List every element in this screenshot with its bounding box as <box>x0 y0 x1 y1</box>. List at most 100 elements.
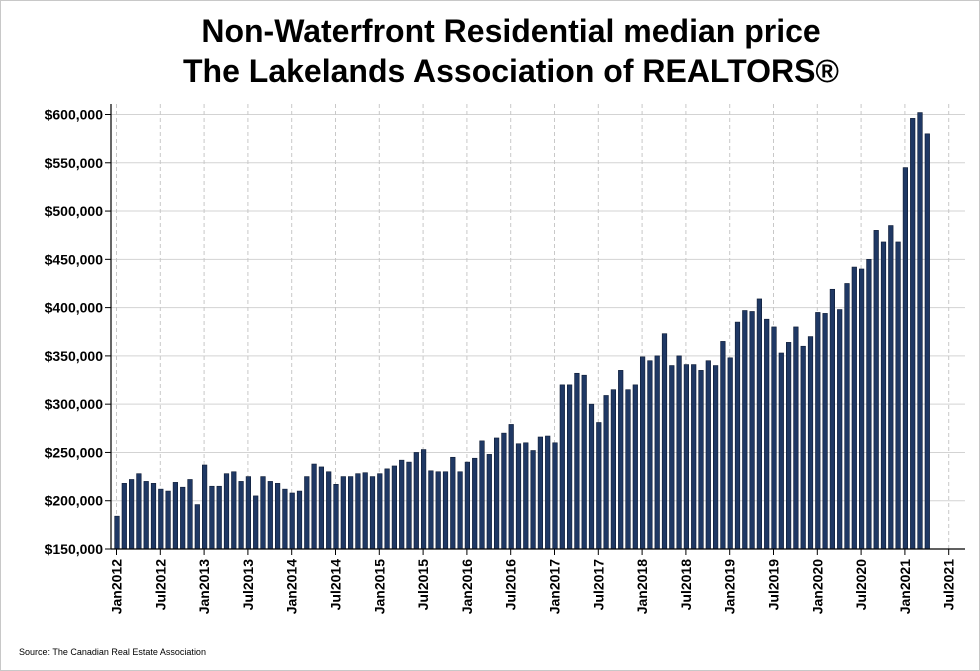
bar <box>523 442 529 550</box>
y-tick-label: $200,000 <box>45 493 104 509</box>
bar <box>800 345 806 550</box>
bar <box>669 365 675 550</box>
bar <box>187 479 193 550</box>
axes <box>105 104 965 555</box>
chart-title-line-1: Non-Waterfront Residential median price <box>201 13 821 49</box>
bar <box>581 374 587 550</box>
bar <box>267 481 273 550</box>
bar <box>866 259 872 550</box>
bar <box>683 364 689 550</box>
bar <box>457 471 463 550</box>
x-tick-label: Jul2017 <box>590 559 606 611</box>
bar <box>844 283 850 550</box>
x-tick-label: Jan2019 <box>722 559 738 614</box>
x-tick-label: Jul2015 <box>415 559 431 611</box>
bar <box>873 230 879 550</box>
bar <box>588 403 595 550</box>
x-tick-label: Jan2014 <box>284 559 300 614</box>
bar <box>347 476 354 550</box>
bar <box>596 422 602 550</box>
bar <box>304 476 310 550</box>
chart-title: Non-Waterfront Residential median price … <box>61 11 961 91</box>
bar <box>172 482 179 550</box>
bar <box>442 471 449 550</box>
x-axis-tick-labels: Jan2012 Jul2012 Jan2013 Jul2013 Jan2014 Jul20… <box>109 559 957 614</box>
x-tick-label: Jan2017 <box>547 559 563 614</box>
bar <box>121 483 127 550</box>
x-tick-label: Jan2016 <box>459 559 475 614</box>
bar <box>924 133 930 550</box>
bar <box>647 360 653 550</box>
bar <box>238 481 244 550</box>
bar <box>537 436 543 550</box>
bar <box>632 384 638 550</box>
bar <box>837 309 843 550</box>
bar <box>129 479 135 550</box>
bar <box>807 336 814 550</box>
bar <box>785 342 792 550</box>
bar <box>143 481 149 550</box>
x-tick-label: Jan2015 <box>371 559 387 614</box>
bar <box>712 365 719 550</box>
y-tick-label: $400,000 <box>45 300 104 316</box>
bar <box>895 241 901 550</box>
bar <box>508 424 514 550</box>
bar <box>742 310 748 550</box>
bar <box>274 483 281 550</box>
bar <box>625 389 631 550</box>
bar <box>691 364 697 550</box>
bar <box>136 473 142 550</box>
bar <box>150 483 157 550</box>
bar <box>282 488 288 550</box>
bar <box>289 492 295 550</box>
x-tick-label: Jul2014 <box>328 559 344 611</box>
x-tick-label: Jul2021 <box>941 559 957 611</box>
bar <box>362 472 368 550</box>
bar <box>764 318 770 550</box>
x-tick-label: Jul2016 <box>503 559 519 611</box>
bar <box>705 360 711 550</box>
y-tick-label: $350,000 <box>45 348 104 364</box>
bar <box>793 326 799 550</box>
bar <box>734 321 741 550</box>
bar <box>369 476 376 550</box>
bar <box>552 442 558 550</box>
bar <box>676 355 682 550</box>
bar <box>501 432 507 550</box>
y-tick-label: $500,000 <box>45 203 104 219</box>
bar <box>559 384 565 550</box>
y-tick-label: $250,000 <box>45 444 104 460</box>
bar <box>340 476 346 550</box>
bar <box>749 311 755 550</box>
bar <box>902 167 908 550</box>
bar <box>253 495 259 550</box>
bar <box>472 457 478 550</box>
bar <box>420 449 427 550</box>
x-tick-label: Jul2012 <box>152 559 168 611</box>
bar <box>231 471 237 550</box>
bar <box>194 504 200 550</box>
bar <box>384 468 390 550</box>
y-tick-label: $550,000 <box>45 155 104 171</box>
bar <box>720 341 726 550</box>
bar <box>566 384 573 550</box>
bar <box>318 466 325 550</box>
bar <box>756 298 762 550</box>
bar <box>216 485 222 550</box>
bar <box>917 112 923 550</box>
bar <box>574 372 580 550</box>
bar <box>822 313 828 550</box>
bar <box>888 225 894 550</box>
y-axis-tick-labels: $150,000 $200,000 $250,000 $300,000 $350,000… <box>45 107 104 558</box>
bar <box>661 333 668 550</box>
bar <box>479 440 485 550</box>
bar <box>311 463 317 550</box>
bar <box>910 118 916 550</box>
bar <box>639 356 646 550</box>
x-tick-label: Jul2020 <box>853 559 869 611</box>
bar <box>428 470 434 550</box>
bar <box>486 454 492 550</box>
y-tick-label: $600,000 <box>45 107 104 123</box>
